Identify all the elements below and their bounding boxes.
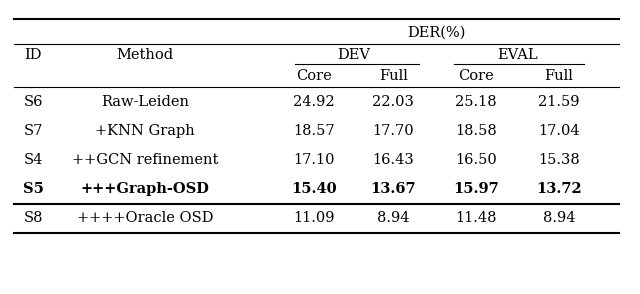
Text: 16.50: 16.50: [455, 153, 497, 167]
Text: Method: Method: [116, 48, 173, 61]
Text: 13.72: 13.72: [536, 182, 582, 196]
Text: EVAL: EVAL: [497, 48, 538, 61]
Text: 15.38: 15.38: [538, 153, 580, 167]
Text: S8: S8: [24, 211, 43, 225]
Text: DER(%): DER(%): [407, 26, 465, 40]
Text: 22.03: 22.03: [372, 95, 414, 109]
Text: 8.94: 8.94: [377, 211, 410, 225]
Text: 18.57: 18.57: [293, 124, 335, 138]
Text: 25.18: 25.18: [455, 95, 497, 109]
Text: 18.58: 18.58: [455, 124, 497, 138]
Text: 11.48: 11.48: [456, 211, 497, 225]
Text: +++Graph-OSD: +++Graph-OSD: [81, 182, 209, 196]
Text: 17.70: 17.70: [372, 124, 414, 138]
Text: 15.97: 15.97: [453, 182, 499, 196]
Text: ID: ID: [24, 48, 42, 61]
Text: 17.10: 17.10: [293, 153, 334, 167]
Text: Raw-Leiden: Raw-Leiden: [100, 95, 189, 109]
Text: 8.94: 8.94: [543, 211, 575, 225]
Text: Core: Core: [296, 69, 332, 83]
Text: 16.43: 16.43: [372, 153, 414, 167]
Text: Full: Full: [545, 69, 573, 83]
Text: ++++Oracle OSD: ++++Oracle OSD: [77, 211, 213, 225]
Text: S7: S7: [24, 124, 43, 138]
Text: 15.40: 15.40: [291, 182, 337, 196]
Text: DEV: DEV: [337, 48, 370, 61]
Text: Core: Core: [458, 69, 494, 83]
Text: 24.92: 24.92: [293, 95, 335, 109]
Text: S6: S6: [24, 95, 43, 109]
Text: +KNN Graph: +KNN Graph: [95, 124, 195, 138]
Text: Full: Full: [379, 69, 408, 83]
Text: 11.09: 11.09: [293, 211, 334, 225]
Text: S5: S5: [23, 182, 44, 196]
Text: 17.04: 17.04: [538, 124, 580, 138]
Text: ++GCN refinement: ++GCN refinement: [72, 153, 218, 167]
Text: 21.59: 21.59: [538, 95, 580, 109]
Text: S4: S4: [24, 153, 43, 167]
Text: 13.67: 13.67: [371, 182, 416, 196]
